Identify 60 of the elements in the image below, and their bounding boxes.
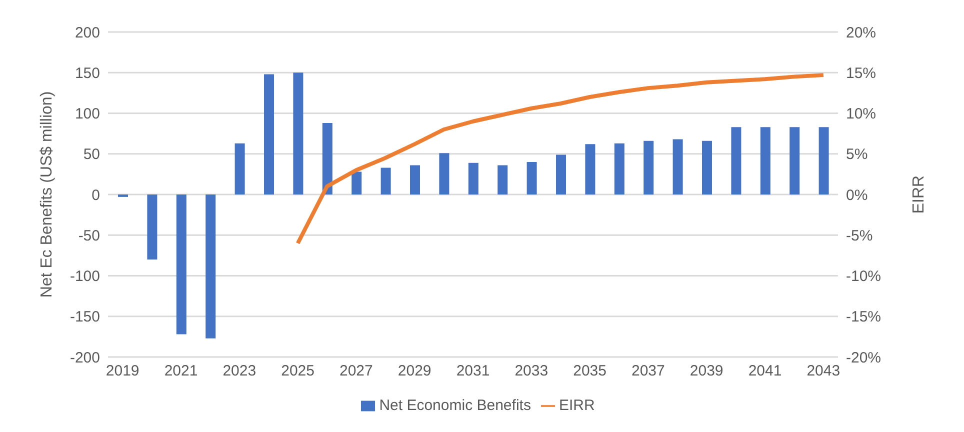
x-tick-label: 2019 [106,362,140,380]
x-tick-label: 2035 [573,362,606,380]
bar [352,172,362,194]
line-series [296,73,826,246]
x-tick-label: 2041 [748,362,782,380]
x-tick-label: 2031 [456,362,490,380]
bar [526,162,537,194]
bar [818,127,829,194]
bar [702,140,712,194]
y2-tick-label: -20% [846,349,882,366]
bar [731,127,742,194]
y-tick-label: 100 [74,106,100,123]
bar [293,72,304,194]
x-tick-label: 2027 [340,362,373,380]
x-tick-label: 2021 [164,362,198,380]
y-tick-label: -200 [70,349,100,366]
x-tick-label: 2025 [281,362,314,380]
y2-tick-label: 20% [846,24,876,42]
x-tick-label: 2039 [690,362,724,380]
x-tick-label: 2037 [632,362,665,380]
bar [439,153,450,194]
x-tick-label: 2023 [222,362,256,380]
y-tick-label: -100 [70,268,100,286]
bar [176,194,186,334]
x-tick-label: 2029 [398,362,432,380]
y2-tick-label: 15% [846,64,876,82]
bar [468,162,478,194]
bar [264,74,274,194]
y2-axis-title: EIRR [910,175,928,214]
bar [498,165,508,194]
bar [672,139,683,194]
bar [760,127,770,194]
bar [322,123,332,194]
bar [585,144,596,194]
legend-label: Net Economic Benefits [379,397,531,414]
y-tick-label: 150 [74,64,100,82]
bar [614,143,624,194]
bar [206,194,216,338]
y2-tick-label: 5% [846,146,868,164]
legend-label: EIRR [558,397,595,414]
y-tick-label: -50 [78,227,100,244]
bar [410,165,420,194]
bar [790,127,800,194]
bar [556,154,566,194]
y-axis-title: Net Ec Benefits (US$ million) [38,91,56,298]
y-tick-label: 200 [74,24,100,42]
bar [644,140,654,194]
y2-tick-label: -5% [846,227,873,244]
y2-tick-label: -10% [846,268,882,286]
y-tick-label: 50 [83,146,100,164]
y2-tick-label: 0% [846,186,868,204]
bar [147,194,158,260]
bar [380,168,391,194]
y-tick-label: 0 [92,186,100,204]
bar [234,143,245,194]
y2-tick-label: -15% [846,308,882,326]
x-tick-label: 2043 [806,362,840,380]
x-tick-label: 2033 [514,362,548,380]
y-tick-label: -150 [70,308,100,326]
y2-tick-label: 10% [846,106,876,123]
